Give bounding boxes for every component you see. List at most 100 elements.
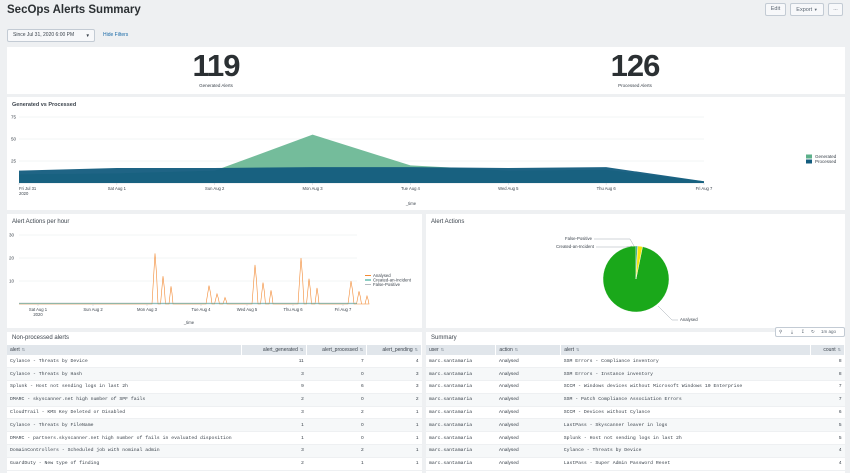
table-row[interactable]: Cylance - Threats by FileName 1 0 1 xyxy=(7,418,422,433)
legend-label: Analysed xyxy=(373,273,391,278)
table-row[interactable]: DMARC - partners.skyscanner.net high num… xyxy=(7,431,422,446)
table-row[interactable]: Splunk - Host not sending logs in last 2… xyxy=(7,380,422,394)
table-cell-action: Analysed xyxy=(495,393,561,407)
table-cell-alert: LastPass - Skyscanner leaver in logs xyxy=(560,418,811,433)
refresh-icon[interactable]: ↻ xyxy=(811,329,815,334)
x-tick-label: Fri Jul 31 xyxy=(19,186,37,191)
export-icon[interactable]: ↧ xyxy=(801,329,805,334)
table-cell-alert: Cylance - Threats by Device xyxy=(7,355,242,369)
leader-line xyxy=(594,238,635,247)
export-button[interactable]: Export ▼ xyxy=(790,3,824,16)
table-cell-user: marc.santamaria xyxy=(426,393,496,407)
table-cell-alert: Cylance - Threats by Hash xyxy=(7,367,242,382)
table-cell-user: marc.santamaria xyxy=(426,431,496,446)
column-header-alert-processed[interactable]: alert_processed ⇅ xyxy=(306,345,368,355)
pie-title: Alert Actions xyxy=(431,219,465,225)
processed-alerts-label: Processed Alerts xyxy=(618,83,652,88)
pie-slice-false-positive xyxy=(635,245,643,280)
column-header-label: action xyxy=(499,347,513,353)
table-cell-alert-generated: 9 xyxy=(241,380,307,394)
column-header-count[interactable]: count ⇅ xyxy=(810,345,845,355)
column-header-alert[interactable]: alert ⇅ xyxy=(7,345,243,355)
table-row[interactable]: Cylance - Threats by Device 11 7 4 xyxy=(7,355,422,369)
table-cell-alert: DomainControllers - Scheduled job with n… xyxy=(7,444,242,458)
sort-icon: ⇅ xyxy=(440,347,445,352)
column-header-user[interactable]: user ⇅ xyxy=(426,345,497,355)
table-row[interactable]: GuardDuty - New type of finding 2 1 1 xyxy=(7,457,422,471)
edit-button[interactable]: Edit xyxy=(765,3,786,16)
table-cell-alert: SCCM - Devices without Cylance xyxy=(560,406,811,420)
table-row[interactable]: DMARC - skyscanner.net high number of SP… xyxy=(7,393,422,407)
summary-table: user ⇅ action ⇅ alert ⇅ count ⇅ marc.santamaria… xyxy=(426,345,845,471)
nonprocessed-alerts-panel: Non-processed alerts alert ⇅ alert_generat… xyxy=(7,332,422,473)
table-row[interactable]: marc.santamaria Analysed LastPass - Super … xyxy=(426,457,845,471)
table-cell-user: marc.santamaria xyxy=(426,380,496,394)
table-cell-user: marc.santamaria xyxy=(426,457,496,471)
table-row[interactable]: marc.santamaria Analysed SSM Errors - Comp… xyxy=(426,355,845,369)
table-row[interactable]: Cylance - Threats by Hash 3 0 3 xyxy=(7,367,422,382)
caret-down-icon: ▼ xyxy=(85,33,90,38)
y-tick-label: 20 xyxy=(9,256,15,261)
analysed-line xyxy=(19,253,370,305)
table-cell-alert-pending: 1 xyxy=(366,431,422,446)
column-header-alert-pending[interactable]: alert_pending ⇅ xyxy=(366,345,422,355)
table-cell-action: Analysed xyxy=(495,367,561,382)
column-header-alert[interactable]: alert ⇅ xyxy=(560,345,812,355)
table-row[interactable]: marc.santamaria Analysed Splunk - Host not… xyxy=(426,431,845,446)
column-header-action[interactable]: action ⇅ xyxy=(495,345,562,355)
time-range-dropdown[interactable]: Since Jul 31, 2020 6:00 PM ▼ xyxy=(7,29,95,42)
table-cell-alert-generated: 3 xyxy=(241,367,307,382)
table-row[interactable]: marc.santamaria Analysed SSM - Patch Compl… xyxy=(426,393,845,407)
table-toolbar: ⚲ ⤓ ↧ ↻ 1m ago xyxy=(775,327,845,337)
refresh-time: 1m ago xyxy=(821,329,837,334)
table-cell-alert: Splunk - Host not sending logs in last 2… xyxy=(7,380,242,394)
table-cell-user: marc.santamaria xyxy=(426,355,496,369)
nonprocessed-title: Non-processed alerts xyxy=(12,335,70,341)
processed-area xyxy=(19,167,704,183)
table-cell-alert-generated: 3 xyxy=(241,406,307,420)
table-row[interactable]: marc.santamaria Analysed SSM Errors - Inst… xyxy=(426,367,845,382)
download-icon[interactable]: ⤓ xyxy=(791,329,793,334)
page-title: SecOps Alerts Summary xyxy=(7,4,141,16)
table-cell-alert-generated: 3 xyxy=(241,444,307,458)
table-cell-count: 5 xyxy=(810,418,845,433)
table-cell-count: 7 xyxy=(810,380,845,394)
x-tick-label: Sat Aug 1 xyxy=(29,307,48,312)
search-icon[interactable]: ⚲ xyxy=(779,329,783,334)
table-row[interactable]: marc.santamaria Analysed SCCM - Windows de… xyxy=(426,380,845,394)
table-cell-alert-pending: 3 xyxy=(366,380,422,394)
table-cell-alert-processed: 2 xyxy=(306,406,367,420)
table-cell-alert: CloudTrail - KMS Key Deleted or Disabled xyxy=(7,406,242,420)
sort-icon: ⇅ xyxy=(359,347,364,352)
generated-vs-processed-panel: Generated vs Processed 75 50 25 Fri Jul 31 2… xyxy=(7,97,845,210)
hide-filters-link[interactable]: Hide Filters xyxy=(103,32,129,38)
gvp-title: Generated vs Processed xyxy=(12,102,77,108)
column-header-alert-generated[interactable]: alert_generated ⇅ xyxy=(241,345,308,355)
sort-icon: ⇅ xyxy=(576,347,580,352)
column-header-label: alert_processed xyxy=(322,347,358,353)
table-cell-alert-generated: 11 xyxy=(241,355,307,369)
generated-alerts-label: Generated Alerts xyxy=(199,83,233,88)
alert-actions-panel: Alert Actions False-Positive Created-an-I… xyxy=(426,214,845,328)
processed-alerts-value: 126 xyxy=(610,48,661,83)
table-cell-alert: SSM Errors - Instance inventory xyxy=(560,367,811,382)
table-row[interactable]: CloudTrail - KMS Key Deleted or Disabled… xyxy=(7,406,422,420)
sort-icon: ⇅ xyxy=(21,347,26,352)
table-cell-alert-processed: 0 xyxy=(306,431,367,446)
time-range-value: Since Jul 31, 2020 6:00 PM xyxy=(13,32,75,38)
table-row[interactable]: marc.santamaria Analysed Cylance - Threats… xyxy=(426,444,845,458)
table-row[interactable]: marc.santamaria Analysed LastPass - Skysca… xyxy=(426,418,845,433)
more-button[interactable]: ... xyxy=(828,3,843,16)
column-header-label: user xyxy=(429,347,439,353)
table-cell-count: 8 xyxy=(810,367,845,382)
y-tick-label: 75 xyxy=(11,115,17,120)
table-cell-action: Analysed xyxy=(495,457,561,471)
table-cell-count: 4 xyxy=(810,457,845,471)
table-row[interactable]: DomainControllers - Scheduled job with n… xyxy=(7,444,422,458)
table-cell-user: marc.santamaria xyxy=(426,367,496,382)
table-row[interactable]: marc.santamaria Analysed SCCM - Devices wi… xyxy=(426,406,845,420)
alert-actions-per-hour-panel: Alert Actions per hour 30 20 10 Sat Aug 1 20… xyxy=(7,214,422,328)
nonprocessed-alerts-table: alert ⇅ alert_generated ⇅ alert_processed ⇅ al… xyxy=(7,345,422,471)
